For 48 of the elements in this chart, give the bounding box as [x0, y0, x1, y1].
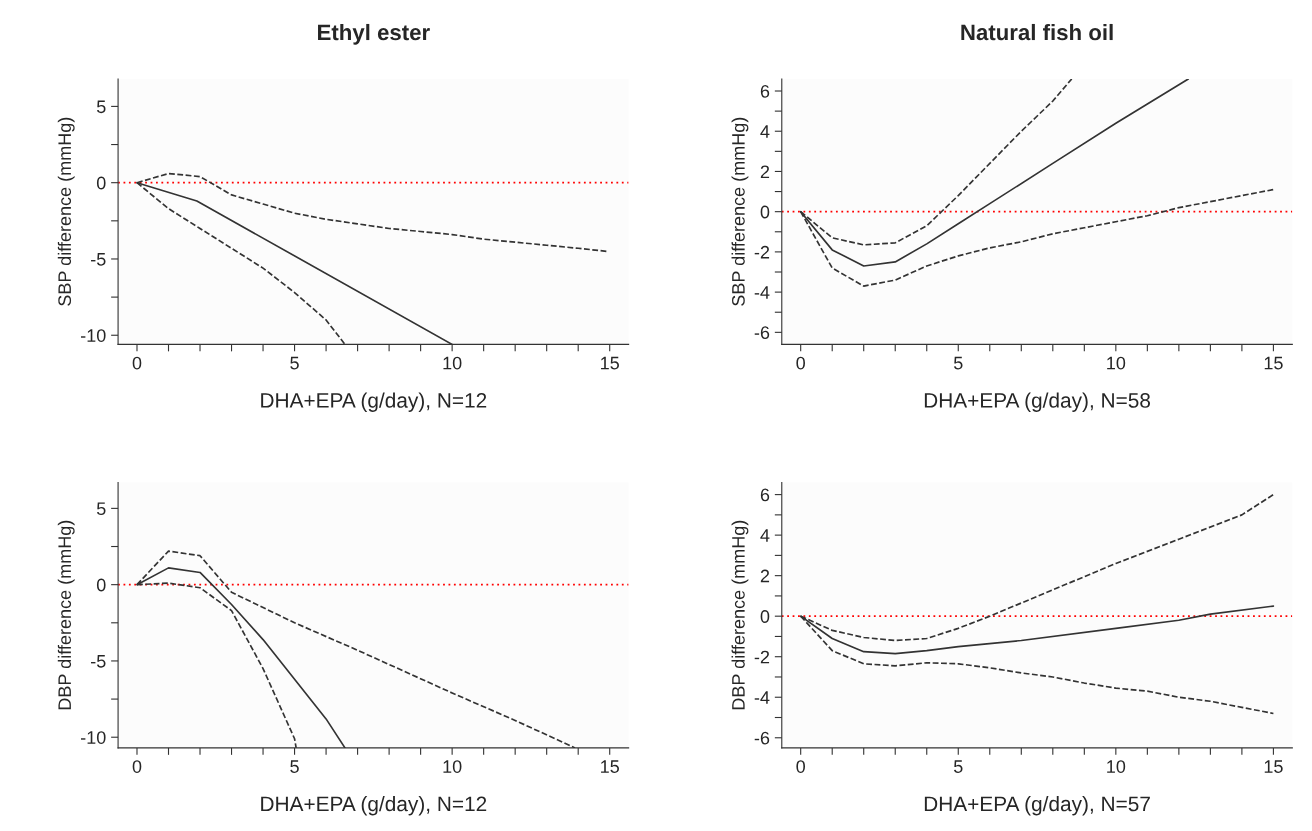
- x-tick-label: 15: [601, 760, 619, 773]
- x-axis-title: DHA+EPA (g/day), N=12: [261, 392, 487, 412]
- y-axis-title: DBP difference (mmHg): [731, 520, 749, 710]
- y-tick-label: -4: [754, 691, 770, 704]
- y-tick-label: 0: [96, 578, 106, 592]
- x-tick-label: 0: [796, 760, 805, 773]
- y-tick-label: 2: [760, 569, 770, 583]
- y-tick-label: -6: [754, 326, 770, 340]
- y-axis-title: DBP difference (mmHg): [57, 520, 75, 710]
- y-tick-label: 6: [760, 488, 770, 502]
- y-axis-title: SBP difference (mmHg): [731, 117, 749, 306]
- x-tick-label: 5: [953, 356, 963, 370]
- y-tick-label: -10: [80, 731, 106, 744]
- x-tick-label: 5: [290, 356, 299, 370]
- x-tick-label: 0: [132, 760, 142, 773]
- x-tick-label: 15: [1264, 356, 1283, 370]
- y-tick-label: -2: [754, 245, 770, 259]
- y-tick-label: 0: [96, 176, 106, 190]
- x-tick-label: 10: [443, 760, 462, 773]
- y-tick-label: 6: [760, 84, 770, 98]
- x-tick-label: 0: [796, 356, 805, 370]
- y-tick-label: 4: [760, 529, 770, 542]
- x-axis-title: DHA+EPA (g/day), N=12: [261, 795, 487, 816]
- x-axis-title: DHA+EPA (g/day), N=58: [924, 392, 1151, 412]
- x-tick-label: 0: [132, 356, 142, 370]
- x-axis-title: DHA+EPA (g/day), N=57: [924, 795, 1150, 816]
- chart-title: Ethyl ester: [318, 23, 430, 45]
- y-tick-label: 5: [96, 100, 106, 114]
- y-tick-label: 5: [96, 502, 106, 516]
- x-tick-label: 10: [1107, 356, 1126, 370]
- y-tick-label: 0: [760, 205, 770, 219]
- x-tick-label: 10: [1107, 760, 1126, 773]
- x-tick-label: 5: [290, 760, 299, 773]
- x-tick-label: 15: [1264, 760, 1283, 773]
- x-tick-label: 10: [443, 356, 462, 370]
- y-tick-label: -2: [754, 650, 770, 664]
- y-tick-label: 0: [760, 610, 770, 623]
- y-tick-label: -6: [754, 731, 770, 745]
- y-tick-label: 2: [760, 165, 770, 178]
- y-axis-title: SBP difference (mmHg): [57, 117, 75, 306]
- y-tick-label: -5: [91, 253, 106, 266]
- y-tick-label: -4: [754, 286, 770, 299]
- y-tick-label: -10: [80, 329, 106, 342]
- chart-title: Natural fish oil: [961, 23, 1113, 41]
- y-tick-label: -5: [91, 655, 106, 668]
- x-tick-label: 5: [953, 760, 963, 773]
- x-tick-label: 15: [601, 356, 619, 370]
- y-tick-label: 4: [760, 125, 770, 138]
